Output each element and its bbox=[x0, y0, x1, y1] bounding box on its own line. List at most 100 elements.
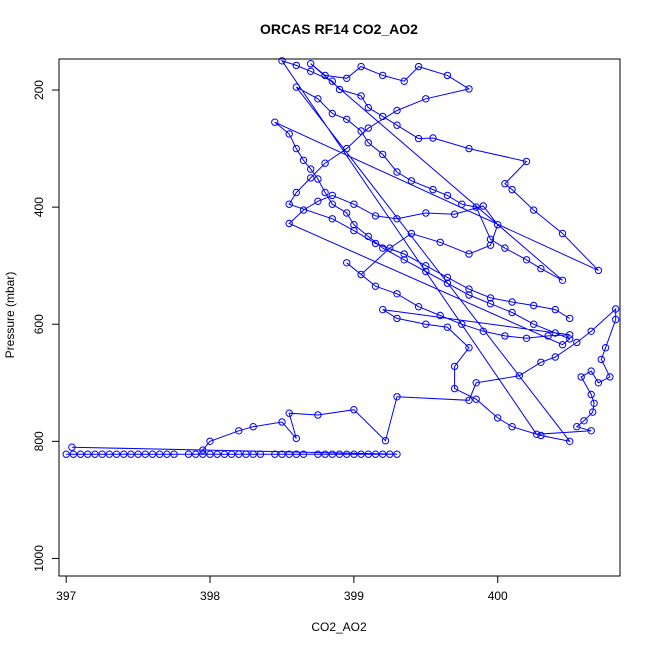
plot-frame bbox=[58, 58, 621, 577]
data-point bbox=[612, 315, 620, 324]
data-point bbox=[62, 450, 70, 458]
x-tick-label: 399 bbox=[344, 589, 364, 603]
data-point bbox=[307, 165, 315, 173]
data-point bbox=[314, 175, 322, 183]
data-point bbox=[501, 332, 509, 340]
data-point bbox=[429, 134, 437, 142]
data-point bbox=[558, 229, 567, 238]
data-point bbox=[343, 74, 351, 83]
series-lines bbox=[66, 59, 617, 455]
data-point bbox=[120, 450, 128, 458]
data-point bbox=[601, 344, 610, 352]
data-point bbox=[371, 450, 380, 458]
data-point bbox=[414, 303, 423, 311]
data-point bbox=[76, 450, 85, 458]
data-point bbox=[537, 264, 545, 273]
data-point bbox=[141, 450, 150, 458]
data-point bbox=[285, 450, 293, 458]
data-point bbox=[184, 450, 193, 458]
data-point bbox=[400, 256, 408, 264]
data-point bbox=[278, 450, 286, 458]
data-point bbox=[105, 450, 114, 458]
data-point bbox=[206, 437, 214, 445]
data-point bbox=[393, 106, 401, 115]
data-point bbox=[551, 353, 559, 361]
data-point bbox=[597, 355, 605, 364]
data-point bbox=[381, 437, 390, 445]
data-point bbox=[357, 127, 365, 135]
data-point bbox=[501, 244, 509, 252]
data-point bbox=[587, 327, 595, 335]
data-point bbox=[307, 174, 315, 182]
data-point bbox=[422, 320, 430, 328]
data-point bbox=[220, 450, 229, 458]
data-point bbox=[486, 294, 495, 302]
data-point bbox=[508, 423, 516, 431]
data-point bbox=[199, 446, 207, 454]
data-point bbox=[335, 450, 344, 458]
data-point bbox=[566, 314, 574, 323]
data-point bbox=[422, 267, 430, 276]
data-point bbox=[501, 180, 509, 188]
data-point bbox=[443, 279, 452, 287]
data-point bbox=[407, 177, 416, 185]
data-point bbox=[285, 130, 293, 138]
data-point bbox=[479, 327, 487, 335]
data-point bbox=[436, 311, 444, 320]
data-point bbox=[530, 206, 538, 214]
data-point bbox=[285, 200, 293, 208]
data-point bbox=[350, 406, 358, 414]
series-line bbox=[66, 59, 617, 455]
data-point bbox=[364, 103, 372, 112]
data-point bbox=[594, 379, 603, 387]
data-point bbox=[379, 71, 387, 80]
data-point bbox=[350, 200, 358, 208]
data-point bbox=[321, 450, 329, 458]
data-point bbox=[371, 239, 380, 248]
data-point bbox=[522, 334, 531, 342]
data-point bbox=[465, 85, 473, 93]
data-point bbox=[393, 393, 401, 401]
data-point bbox=[443, 273, 452, 282]
data-point bbox=[465, 344, 473, 352]
data-point bbox=[328, 191, 336, 200]
data-point bbox=[508, 185, 516, 194]
data-point bbox=[393, 121, 401, 129]
data-point bbox=[364, 124, 372, 132]
data-point bbox=[314, 197, 322, 206]
data-point bbox=[589, 408, 597, 416]
data-point bbox=[508, 308, 516, 317]
data-point bbox=[422, 262, 430, 270]
data-point bbox=[307, 60, 315, 68]
data-point bbox=[612, 305, 620, 313]
data-point bbox=[307, 67, 315, 76]
data-point bbox=[256, 450, 265, 458]
data-point bbox=[566, 335, 574, 343]
data-point bbox=[278, 57, 286, 65]
chart-title: ORCAS RF14 CO2_AO2 bbox=[260, 21, 418, 37]
data-point bbox=[335, 85, 344, 94]
data-point bbox=[537, 358, 545, 366]
data-point bbox=[299, 156, 308, 165]
data-point bbox=[450, 210, 459, 218]
data-point bbox=[587, 427, 595, 435]
data-point bbox=[566, 437, 574, 445]
data-point bbox=[227, 450, 236, 458]
data-point bbox=[414, 62, 423, 71]
data-point bbox=[278, 418, 286, 426]
data-point bbox=[414, 134, 423, 143]
data-point bbox=[551, 305, 559, 314]
data-point bbox=[530, 301, 538, 310]
data-point bbox=[379, 150, 387, 159]
data-point bbox=[443, 191, 452, 200]
data-point bbox=[465, 250, 473, 258]
data-point bbox=[84, 450, 92, 458]
data-point bbox=[393, 314, 401, 323]
data-point bbox=[343, 144, 351, 153]
data-point bbox=[379, 450, 387, 458]
data-point bbox=[386, 244, 394, 252]
y-tick-label: 800 bbox=[32, 431, 46, 451]
data-point bbox=[472, 203, 480, 211]
